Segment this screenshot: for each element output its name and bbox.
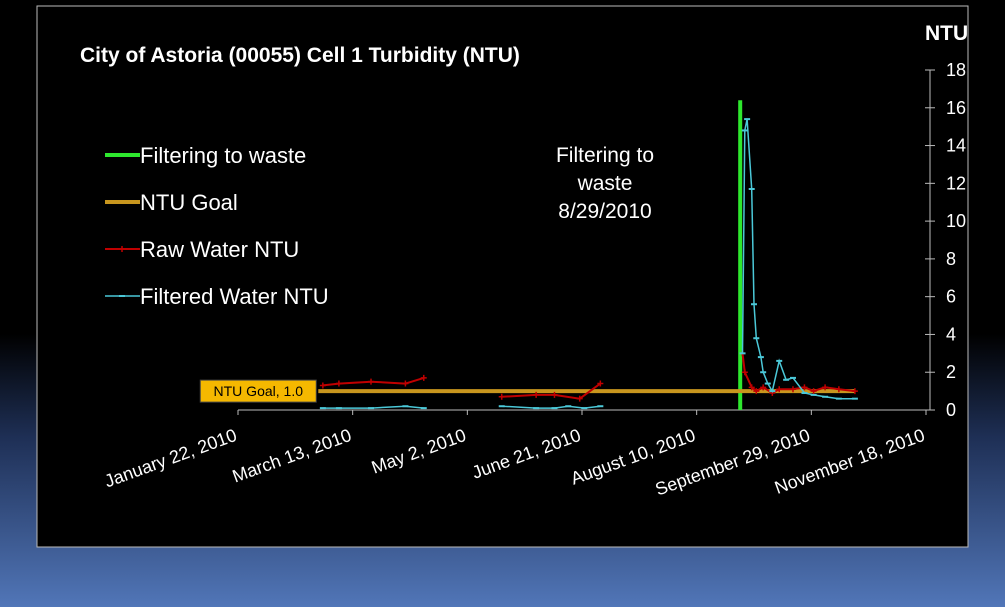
point-marker: [741, 369, 748, 376]
legend-label: Filtered Water NTU: [140, 284, 329, 309]
data-label-box: [199, 379, 317, 403]
legend-label: Filtering to waste: [140, 143, 306, 168]
y-tick-label: 18: [946, 60, 966, 80]
chart-frame: [36, 5, 969, 548]
point-marker: [420, 374, 427, 381]
point-marker: [402, 380, 409, 387]
point-marker: [748, 384, 755, 391]
legend-marker: [119, 246, 125, 252]
legend-label: Raw Water NTU: [140, 237, 299, 262]
point-marker: [551, 391, 558, 398]
point-marker: [789, 386, 796, 393]
y-tick-label: 8: [946, 249, 956, 269]
point-marker: [822, 384, 829, 391]
annotation: waste: [577, 172, 633, 195]
y-tick-label: 12: [946, 173, 966, 193]
point-marker: [498, 393, 505, 400]
point-marker: [810, 388, 817, 395]
point-marker: [851, 388, 858, 395]
point-marker: [776, 386, 783, 393]
annotation: Filtering to: [556, 144, 654, 167]
y-tick-label: 0: [946, 400, 956, 420]
data-label: NTU Goal, 1.0: [214, 383, 304, 399]
point-marker: [835, 386, 842, 393]
point-marker: [753, 388, 760, 395]
legend-label: NTU Goal: [140, 190, 238, 215]
y-tick-label: 2: [946, 362, 956, 382]
point-marker: [576, 395, 583, 402]
point-marker: [319, 382, 326, 389]
annotation: 8/29/2010: [558, 200, 651, 223]
point-marker: [368, 378, 375, 385]
y-axis-label: NTU: [925, 22, 968, 45]
point-marker: [597, 380, 604, 387]
y-tick-label: 14: [946, 136, 966, 156]
point-marker: [801, 384, 808, 391]
chart-title: City of Astoria (00055) Cell 1 Turbidity…: [80, 44, 520, 67]
point-marker: [533, 391, 540, 398]
y-tick-label: 4: [946, 324, 956, 344]
point-marker: [760, 384, 767, 391]
point-marker: [335, 380, 342, 387]
y-tick-label: 6: [946, 287, 956, 307]
y-tick-label: 10: [946, 211, 966, 231]
y-tick-label: 16: [946, 98, 966, 118]
